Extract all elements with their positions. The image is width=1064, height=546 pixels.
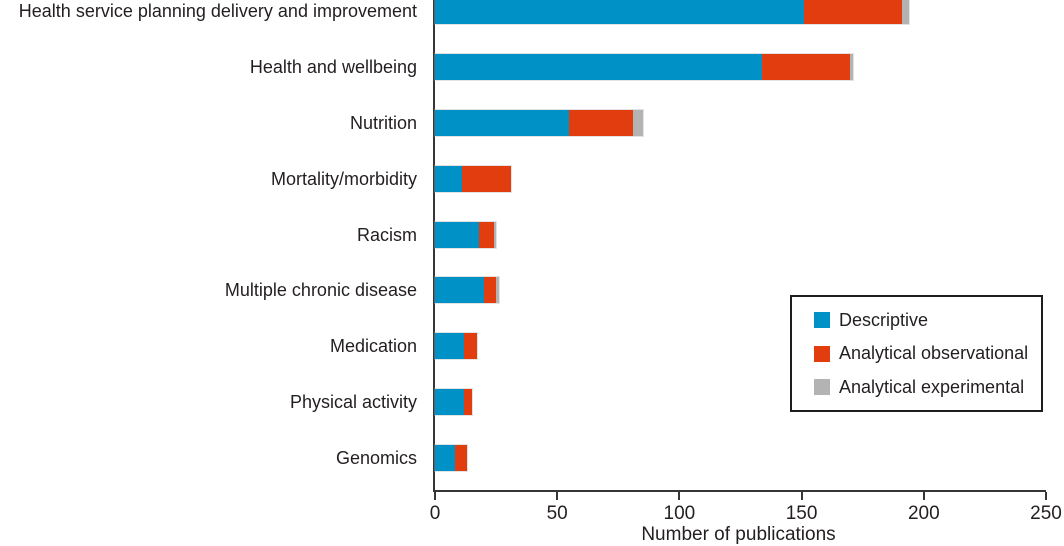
bar-segment bbox=[496, 277, 499, 303]
legend-item-descriptive: Descriptive bbox=[814, 310, 1041, 331]
bar-segment bbox=[464, 389, 472, 415]
x-tick-label: 150 bbox=[785, 503, 818, 524]
category-label: Genomics bbox=[335, 448, 417, 468]
x-axis-tick bbox=[800, 492, 803, 500]
legend-label-analytical-observational: Analytical observational bbox=[839, 343, 1029, 363]
legend-item-analytical-experimental: Analytical experimental bbox=[814, 377, 1041, 398]
stacked-bar bbox=[434, 276, 500, 304]
x-axis-tick bbox=[434, 492, 436, 500]
legend-label-analytical-experimental: Analytical experimental bbox=[839, 376, 1025, 397]
stacked-bar bbox=[434, 165, 512, 193]
x-axis-tick bbox=[1045, 492, 1047, 500]
x-tick-label: 100 bbox=[663, 503, 696, 524]
legend-item-analytical-observational: Analytical observational bbox=[814, 343, 1041, 364]
bar-segment bbox=[454, 445, 467, 471]
bar-segment bbox=[478, 222, 494, 248]
x-axis-tick bbox=[678, 492, 681, 500]
stacked-bar bbox=[433, 221, 498, 249]
bar-segment bbox=[435, 277, 484, 303]
bar-segment bbox=[569, 110, 633, 136]
category-label: Physical activity bbox=[289, 392, 417, 412]
bar-segment bbox=[762, 54, 851, 80]
legend-swatch-analytical-observational bbox=[814, 345, 830, 362]
bar-segment bbox=[464, 333, 477, 359]
x-tick-label: 250 bbox=[1030, 503, 1062, 524]
x-tick-label: 0 bbox=[429, 503, 441, 524]
legend-swatch-analytical-experimental bbox=[814, 379, 830, 395]
x-axis-tick bbox=[922, 492, 925, 500]
x-axis-tick bbox=[556, 492, 559, 500]
bar-segment bbox=[804, 0, 902, 24]
category-label: Health and wellbeing bbox=[249, 57, 417, 77]
legend: Descriptive Analytical observational Ana… bbox=[790, 295, 1043, 412]
bar-segment bbox=[483, 277, 497, 303]
stacked-bar bbox=[434, 53, 854, 81]
bar-segment bbox=[435, 445, 455, 471]
category-label: Multiple chronic disease bbox=[224, 280, 417, 300]
category-label: Health service planning delivery and imp… bbox=[18, 1, 417, 21]
x-tick-label: 200 bbox=[907, 503, 940, 524]
bar-segment bbox=[435, 0, 805, 24]
bar-segment bbox=[435, 389, 465, 415]
bar-segment bbox=[435, 110, 570, 136]
stacked-bar bbox=[434, 388, 473, 416]
bar-segment bbox=[435, 333, 465, 359]
legend-label-descriptive: Descriptive bbox=[839, 309, 929, 330]
category-axis-labels: Health service planning delivery and imp… bbox=[0, 0, 425, 490]
stacked-bar bbox=[433, 0, 911, 25]
category-label: Nutrition bbox=[349, 113, 417, 133]
stacked-bar bbox=[434, 444, 468, 472]
bar-segment bbox=[435, 54, 763, 80]
category-label: Racism bbox=[356, 225, 417, 245]
category-label: Mortality/morbidity bbox=[270, 169, 417, 189]
stacked-bar bbox=[434, 109, 644, 137]
bar-segment bbox=[435, 222, 479, 248]
bar-segment bbox=[461, 166, 511, 192]
plot-area: 0 50 100 150 200 250 bbox=[430, 0, 1062, 524]
x-axis-title: Number of publications bbox=[641, 524, 836, 545]
bar-segment bbox=[901, 0, 910, 24]
bar-segment bbox=[493, 222, 497, 248]
legend-swatch-descriptive bbox=[814, 312, 830, 328]
x-tick-label: 50 bbox=[546, 503, 568, 524]
bar-segment bbox=[435, 166, 462, 192]
stacked-bar bbox=[434, 332, 478, 360]
category-label: Medication bbox=[329, 336, 417, 356]
bar-segment bbox=[850, 54, 853, 80]
bar-segment bbox=[632, 110, 643, 136]
